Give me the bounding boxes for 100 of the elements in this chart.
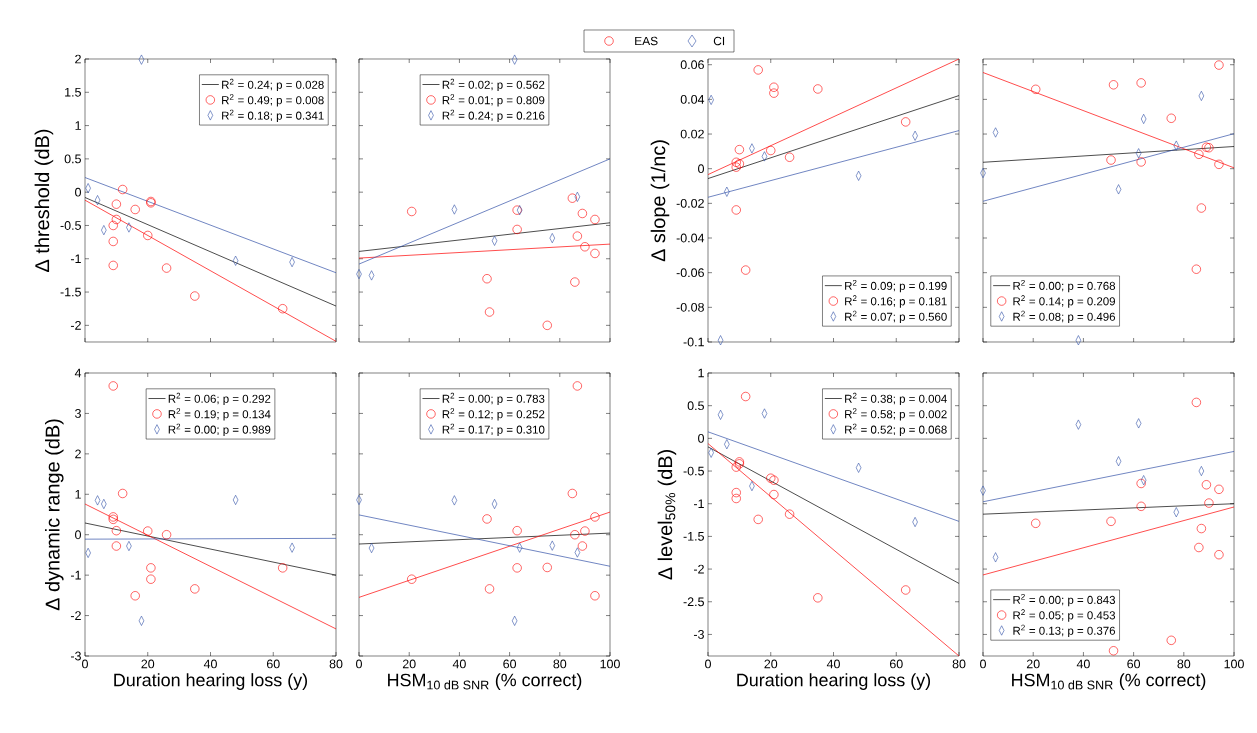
point (1201, 480, 1211, 490)
legend-label: R$^{2}$ = 0.24; p = 0.028 (222, 78, 324, 92)
point (542, 320, 552, 330)
y-tick-label: -0.5 (683, 466, 704, 476)
point (784, 152, 795, 162)
y-tick-label: 0.02 (680, 129, 704, 139)
point (1106, 155, 1116, 165)
point (1196, 523, 1206, 534)
point (118, 184, 128, 195)
legend-label: R$^{2}$ = 0.14; p = 0.209 (1013, 295, 1115, 308)
y-tick-label: -2 (70, 611, 81, 620)
point (580, 526, 590, 536)
point (111, 526, 121, 536)
point (190, 584, 200, 594)
point (769, 88, 779, 98)
point (130, 204, 140, 215)
y-tick-label: 1 (698, 368, 704, 378)
point (731, 205, 741, 215)
point (118, 488, 128, 499)
point (190, 291, 200, 301)
point (753, 514, 763, 524)
point (1136, 157, 1146, 167)
legend-label: R$^{2}$ = 0.00; p = 0.768 (1013, 279, 1116, 293)
y-tick-label: -3 (693, 630, 704, 639)
point (590, 248, 600, 259)
point (1136, 78, 1146, 88)
point (1191, 397, 1201, 408)
y-axis-title: Δ dynamic range (dB) (44, 419, 64, 611)
x-tick-label: 0 (980, 659, 986, 669)
point (1214, 159, 1224, 169)
point (741, 391, 751, 402)
y-tick-label: 4 (74, 368, 82, 378)
y-tick-label: -1 (70, 570, 81, 580)
legend-label: R$^{2}$ = 0.52; p = 0.068 (845, 423, 947, 436)
legend-label: R$^{2}$ = 0.00; p = 0.843 (1013, 593, 1116, 607)
y-tick-label: -0.02 (676, 198, 704, 208)
legend-label: R$^{2}$ = 0.12; p = 0.252 (442, 408, 545, 421)
point (1214, 550, 1224, 560)
x-tick-label: 80 (952, 659, 966, 669)
y-tick-label: 0 (698, 433, 704, 443)
point (813, 84, 823, 94)
y-tick-label: 0.5 (687, 401, 704, 411)
y-tick-label: 3 (75, 409, 81, 418)
legend-label: R$^{2}$ = 0.07; p = 0.560 (845, 310, 947, 324)
x-axis-title: Duration hearing loss (y) (737, 673, 931, 690)
point (146, 574, 156, 584)
point (901, 585, 911, 595)
y-tick-label: 2 (75, 449, 81, 459)
legend-label: R$^{2}$ = 0.19; p = 0.134 (168, 408, 271, 421)
point (512, 224, 522, 235)
x-tick-label: 20 (141, 659, 155, 669)
point (1204, 498, 1214, 508)
point (1191, 264, 1201, 274)
point (1108, 646, 1119, 656)
legend-label: R$^{2}$ = 0.05; p = 0.453 (1013, 609, 1116, 622)
legend-label: EAS (635, 36, 658, 46)
point (577, 541, 587, 551)
point (407, 574, 417, 584)
y-tick-label: -3 (70, 651, 81, 661)
x-tick-label: 100 (1224, 659, 1244, 669)
legend-label: R$^{2}$ = 0.00; p = 0.783 (442, 392, 545, 406)
y-tick-label: -0.06 (676, 268, 704, 278)
legend-label: R$^{2}$ = 0.13; p = 0.376 (1013, 624, 1116, 638)
y-axis-title: Δ threshold (dB) (34, 129, 54, 272)
y-tick-label: 0 (75, 530, 81, 540)
point (512, 563, 522, 573)
legend-label: R$^{2}$ = 0.17; p = 0.310 (442, 423, 545, 436)
point (570, 277, 580, 287)
legend-label: R$^{2}$ = 0.49; p = 0.008 (222, 94, 324, 107)
x-tick-label: 20 (402, 659, 416, 669)
point (753, 65, 763, 75)
point (143, 230, 153, 241)
point (1194, 149, 1204, 159)
point (1136, 501, 1146, 511)
point (766, 145, 776, 156)
x-tick-label: 40 (203, 659, 217, 669)
point (1194, 542, 1204, 553)
point (542, 562, 552, 573)
point (570, 530, 580, 540)
legend-label: R$^{2}$ = 0.58; p = 0.002 (845, 408, 947, 421)
x-tick-label: 60 (503, 659, 517, 669)
point (111, 541, 121, 551)
legend-label: R$^{2}$ = 0.16; p = 0.181 (845, 295, 947, 308)
y-tick-label: 2 (75, 54, 81, 64)
point (143, 526, 153, 536)
point (590, 214, 600, 225)
x-tick-label: 20 (1026, 659, 1040, 669)
point (580, 242, 590, 252)
y-tick-label: -0.5 (60, 221, 81, 230)
point (512, 526, 522, 536)
point (108, 381, 118, 391)
point (731, 493, 741, 504)
x-tick-label: 60 (1127, 659, 1141, 669)
point (161, 530, 172, 540)
x-tick-label: 80 (1177, 659, 1191, 669)
point (161, 263, 172, 273)
legend-label: CI (713, 36, 725, 46)
x-tick-label: 80 (553, 659, 567, 669)
point (577, 208, 587, 219)
y-tick-label: -0.1 (683, 337, 704, 347)
